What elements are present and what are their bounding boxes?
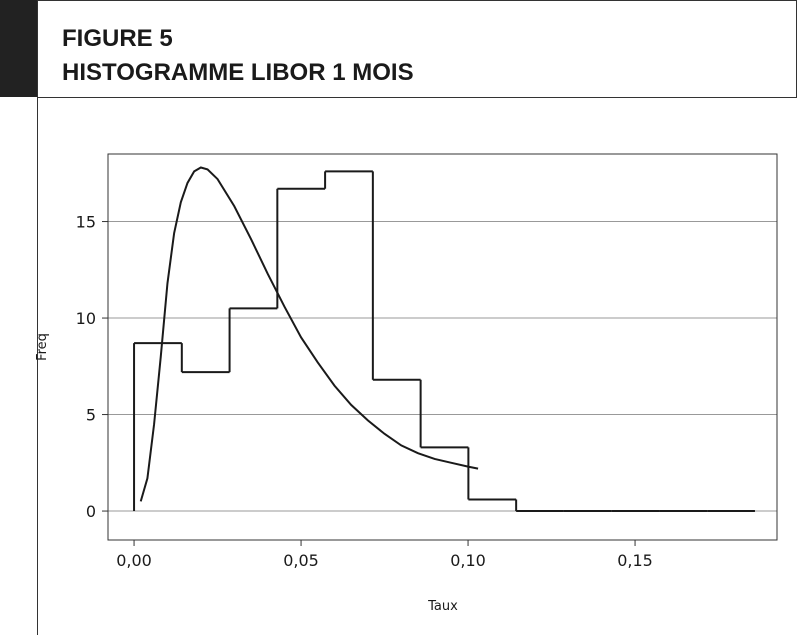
x-tick-label: 0,05 xyxy=(283,551,319,570)
y-tick-label: 5 xyxy=(86,406,96,425)
plot-frame xyxy=(107,153,778,541)
density-curve xyxy=(139,166,479,502)
x-tick-label: 0,15 xyxy=(617,551,653,570)
y-tick-label: 10 xyxy=(76,309,96,328)
chart-title: FIGURE 5 xyxy=(62,25,173,52)
y-tick-label: 0 xyxy=(86,502,96,521)
y-axis-label: Freq xyxy=(35,333,50,361)
header-bar xyxy=(0,0,37,97)
chart-subtitle: HISTOGRAMME LIBOR 1 MOIS xyxy=(62,59,414,86)
x-tick-label: 0,00 xyxy=(116,551,152,570)
x-axis-label: Taux xyxy=(427,599,458,614)
y-tick-label: 15 xyxy=(76,213,96,232)
x-tick-label: 0,10 xyxy=(450,551,486,570)
